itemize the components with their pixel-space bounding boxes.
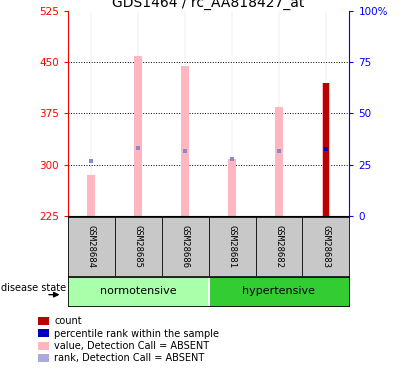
Bar (275, 106, 283, 216)
Bar (322, 83, 330, 216)
Bar (323, 83, 329, 216)
Text: GSM28684: GSM28684 (87, 225, 96, 268)
Bar (87, 175, 95, 216)
Bar (134, 56, 143, 216)
Text: GSM28682: GSM28682 (275, 225, 284, 268)
Title: GDS1464 / rc_AA818427_at: GDS1464 / rc_AA818427_at (112, 0, 305, 10)
Text: hypertensive: hypertensive (242, 286, 316, 296)
Text: normotensive: normotensive (100, 286, 176, 296)
Legend: count, percentile rank within the sample, value, Detection Call = ABSENT, rank, : count, percentile rank within the sample… (38, 316, 219, 363)
Text: GSM28685: GSM28685 (134, 225, 143, 268)
Bar (228, 159, 236, 216)
Text: GSM28683: GSM28683 (321, 225, 330, 268)
Bar (181, 66, 189, 216)
Text: GSM28686: GSM28686 (180, 225, 189, 268)
Text: disease state: disease state (1, 283, 67, 293)
Text: GSM28681: GSM28681 (228, 225, 237, 268)
